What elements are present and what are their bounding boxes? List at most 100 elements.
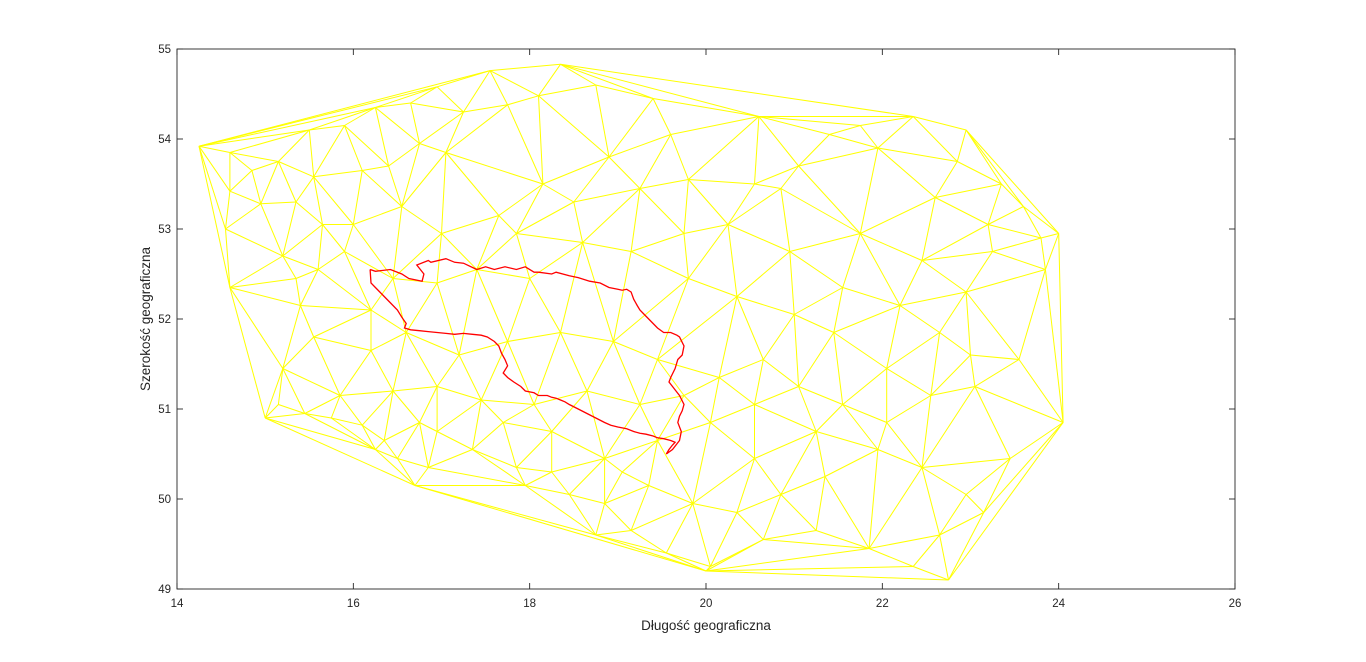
- mesh-edge: [445, 104, 508, 153]
- mesh-edge: [860, 197, 936, 234]
- mesh-edge: [317, 224, 323, 270]
- mesh-edge: [344, 224, 354, 252]
- mesh-edge: [970, 354, 976, 387]
- mesh-edge: [225, 191, 231, 230]
- mesh-edge: [886, 332, 940, 369]
- mesh-edge: [498, 215, 517, 234]
- mesh-edge: [833, 305, 901, 333]
- mesh-edge: [913, 116, 967, 131]
- mesh-edge: [754, 116, 760, 185]
- mesh-edge: [683, 377, 720, 396]
- mesh-edge: [313, 336, 341, 396]
- mesh-edge: [436, 86, 464, 113]
- mesh-edge: [648, 440, 658, 486]
- mesh-edge: [1040, 237, 1046, 270]
- mesh-edge: [595, 534, 707, 572]
- mesh-edge: [780, 165, 799, 189]
- mesh-edge: [965, 129, 1060, 234]
- mesh-edge: [736, 512, 764, 540]
- mesh-edge: [868, 548, 914, 567]
- mesh-edge: [604, 440, 658, 459]
- mesh-edge: [516, 233, 583, 243]
- mesh-edge: [983, 422, 1064, 513]
- mesh-edge: [331, 417, 376, 450]
- mesh-edge: [860, 233, 923, 261]
- mesh-edge: [639, 404, 658, 441]
- mesh-edge: [842, 404, 887, 423]
- mesh-edge: [842, 404, 879, 450]
- mesh-edge: [912, 534, 940, 567]
- mesh-edge: [639, 179, 689, 189]
- mesh-edge: [965, 129, 1024, 207]
- mesh-edge: [229, 129, 310, 153]
- mesh-edge: [198, 70, 491, 147]
- mesh-edge: [472, 422, 504, 450]
- mesh-edge: [344, 107, 376, 126]
- mesh-edge: [815, 431, 826, 477]
- mesh-edge: [657, 440, 694, 504]
- mesh-edge: [282, 224, 323, 257]
- mesh-edge: [361, 424, 376, 450]
- mesh-edge: [930, 386, 976, 396]
- mesh-edge: [762, 494, 782, 540]
- mesh-edge: [419, 422, 429, 468]
- mesh-edge: [1023, 206, 1060, 234]
- mesh-edge: [758, 116, 799, 167]
- mesh-edge: [789, 251, 843, 288]
- mesh-edge: [582, 242, 632, 252]
- mesh-edge: [229, 287, 301, 306]
- mesh-edge: [921, 395, 932, 468]
- mesh-edge: [639, 134, 672, 189]
- mesh-edge: [375, 449, 398, 459]
- mesh-edge: [278, 161, 314, 178]
- mesh-edge: [683, 179, 689, 234]
- mesh-edge: [299, 305, 315, 338]
- mesh-edge: [313, 309, 372, 338]
- mesh-edge: [683, 233, 689, 279]
- mesh-edge: [754, 183, 781, 189]
- mesh-edge: [419, 386, 438, 423]
- mesh-edge: [480, 341, 509, 401]
- mesh-edge: [705, 570, 949, 581]
- mesh-edge: [441, 233, 478, 270]
- mesh-edge: [798, 332, 835, 387]
- mesh-edge: [833, 332, 887, 369]
- mesh-edge: [1040, 233, 1059, 239]
- mesh-edge: [560, 242, 584, 333]
- mesh-edge: [502, 422, 517, 468]
- mesh-edge: [886, 395, 932, 423]
- mesh-edge: [798, 134, 830, 167]
- region-outline-line: [369, 258, 685, 455]
- mesh-edge: [529, 278, 561, 333]
- mesh-edge: [709, 377, 720, 423]
- x-axis-label: Długość geograficzna: [641, 618, 771, 633]
- mesh-edge: [939, 494, 967, 536]
- mesh-edge: [375, 449, 416, 486]
- mesh-edge: [260, 201, 297, 205]
- mesh-edge: [352, 170, 363, 225]
- mesh-edge: [295, 269, 319, 279]
- mesh-edge: [912, 116, 958, 162]
- mesh-edge: [516, 467, 552, 473]
- mesh-edge: [921, 458, 1011, 468]
- mesh-edge: [930, 354, 971, 396]
- mesh-edge: [533, 332, 561, 405]
- mesh-edge: [428, 449, 473, 468]
- mesh-edge: [313, 170, 363, 178]
- mesh-edge: [688, 179, 755, 185]
- mesh-edge: [970, 354, 1020, 360]
- mesh-edge: [525, 471, 552, 486]
- mesh-edge: [652, 98, 672, 135]
- mesh-edge: [573, 188, 641, 203]
- mesh-edge: [758, 116, 830, 135]
- mesh-edge: [463, 70, 491, 113]
- mesh-edge: [974, 386, 1011, 459]
- mesh-edge: [458, 341, 508, 356]
- mesh-edge: [471, 399, 482, 450]
- mesh-edge: [1044, 233, 1060, 270]
- mesh-edge: [282, 336, 315, 369]
- mesh-edge: [265, 417, 376, 450]
- y-tick-label: 49: [158, 584, 171, 596]
- mesh-edge: [516, 431, 553, 468]
